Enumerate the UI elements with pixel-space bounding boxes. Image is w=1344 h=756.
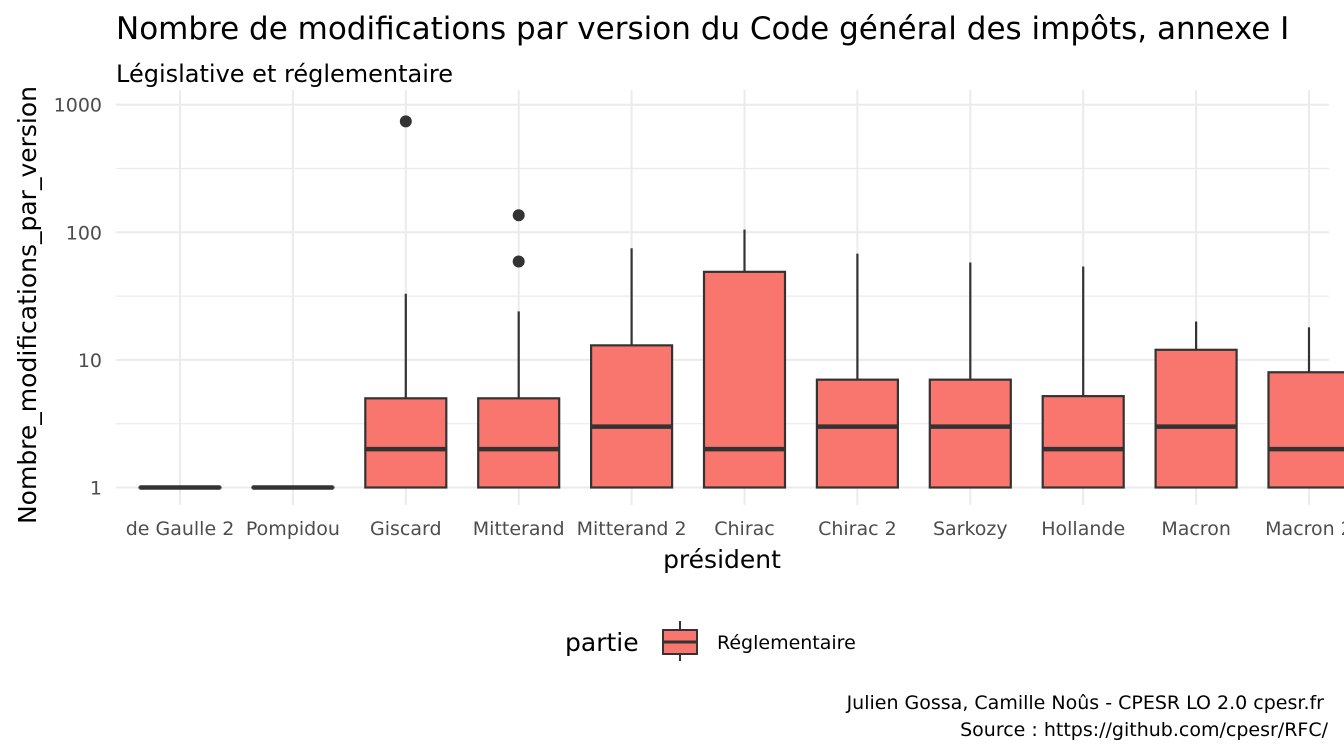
x-tick-label: Mitterand xyxy=(473,518,565,540)
x-tick-label: Giscard xyxy=(370,518,442,540)
chart-title: Nombre de modifications par version du C… xyxy=(116,11,1289,47)
x-tick-label: Hollande xyxy=(1041,518,1125,540)
x-tick-label: Pompidou xyxy=(246,518,340,540)
box-body xyxy=(702,270,787,489)
box-body xyxy=(928,378,1012,489)
x-tick-label: Macron xyxy=(1161,518,1231,540)
y-tick-label: 1000 xyxy=(54,95,102,117)
box-mitterand xyxy=(477,209,561,489)
box-macron-2 xyxy=(1267,327,1344,489)
outlier-point xyxy=(512,209,525,222)
x-tick-label: Sarkozy xyxy=(933,518,1008,540)
y-axis-ticks: 1 10 100 1000 xyxy=(54,95,102,500)
y-tick-label: 1 xyxy=(90,478,102,500)
box-chirac xyxy=(702,229,787,489)
y-tick-label: 10 xyxy=(78,350,102,372)
outlier-point xyxy=(399,115,412,128)
box-chirac-2 xyxy=(815,253,900,489)
box-macron xyxy=(1154,321,1238,489)
x-tick-label: de Gaulle 2 xyxy=(126,518,235,540)
box-series xyxy=(138,115,1344,490)
box-body xyxy=(364,397,448,489)
y-tick-label: 100 xyxy=(66,222,102,244)
box-body xyxy=(1041,395,1125,489)
legend-title: partie xyxy=(565,628,639,657)
outlier-point xyxy=(512,255,525,268)
x-tick-label: Chirac 2 xyxy=(818,518,897,540)
x-tick-label: Macron 2 xyxy=(1265,518,1344,540)
chart-subtitle: Législative et réglementaire xyxy=(116,60,453,88)
box-sarkozy xyxy=(928,262,1012,489)
box-body xyxy=(477,397,561,489)
box-body xyxy=(589,344,674,489)
caption-source: Source : https://github.com/cpesr/RFC/ xyxy=(960,719,1329,741)
x-tick-label: Chirac xyxy=(714,518,775,540)
box-body xyxy=(1267,371,1344,489)
legend: partie Réglementaire xyxy=(565,621,856,661)
caption-credits: Julien Gossa, Camille Noûs - CPESR LO 2.… xyxy=(846,692,1325,714)
box-giscard xyxy=(364,115,448,489)
x-tick-label: Mitterand 2 xyxy=(577,518,687,540)
box-body xyxy=(815,378,900,489)
box-body xyxy=(1154,348,1238,489)
legend-label: Réglementaire xyxy=(717,632,856,654)
x-axis-title: président xyxy=(663,545,781,574)
box-hollande xyxy=(1041,266,1125,489)
y-axis-title: Nombre_modifications_par_version xyxy=(13,86,42,524)
x-axis-ticks: de Gaulle 2 Pompidou Giscard Mitterand Mitte… xyxy=(126,518,1344,540)
box-mitterand-2 xyxy=(589,248,674,489)
